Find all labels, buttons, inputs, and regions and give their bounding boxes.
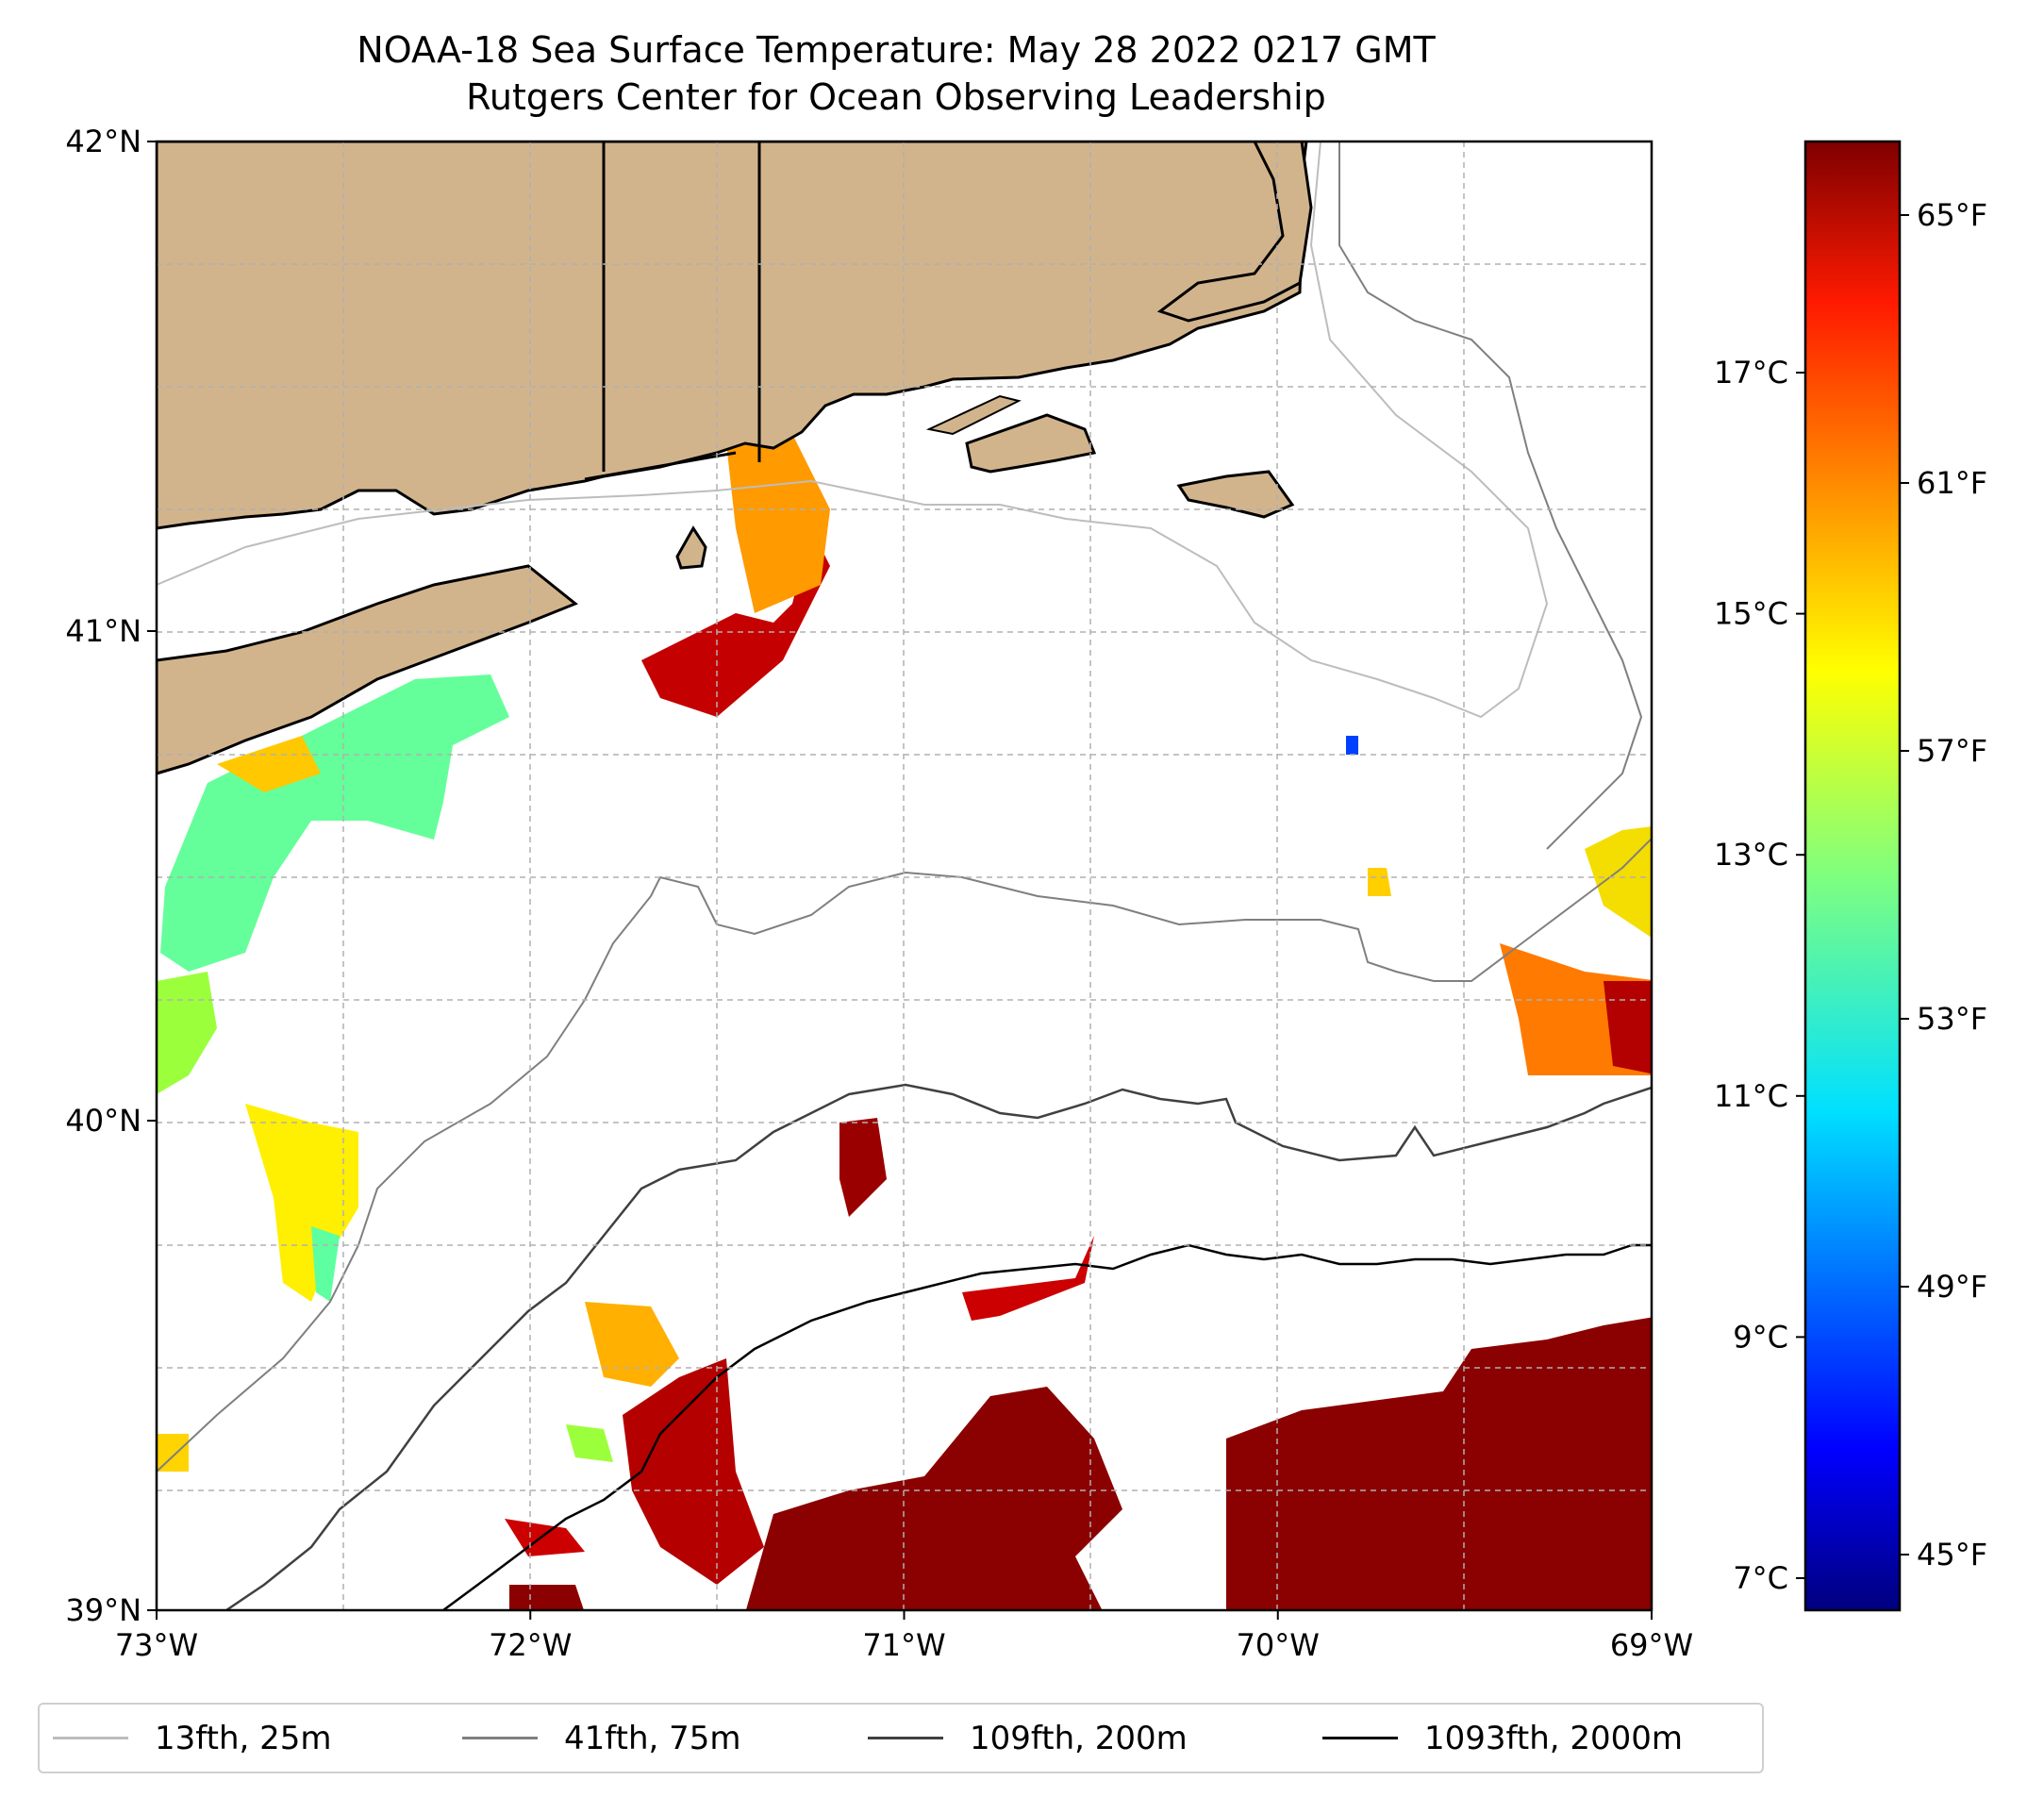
legend-label: 1093fth, 2000m — [1424, 1719, 1684, 1757]
sst-patch-li-yellow — [217, 736, 321, 792]
cape-cod — [1156, 141, 1313, 323]
legend-label: 13fth, 25m — [155, 1719, 332, 1757]
sst-patch-blue-speck1 — [1346, 736, 1358, 755]
legend-item-25m: 13fth, 25m — [53, 1705, 332, 1772]
legend-swatch — [868, 1737, 943, 1739]
celsius-tick-label: 17°C — [1714, 355, 1788, 391]
sst-patch-east-dark — [1604, 981, 1652, 1074]
lon-tick-label: 72°W — [489, 1627, 572, 1663]
fahrenheit-tick-label: 57°F — [1917, 733, 1987, 769]
chart-subtitle: Rutgers Center for Ocean Observing Leade… — [466, 76, 1326, 118]
sst-patch-shelf-orange — [726, 434, 830, 613]
latitude-axis: 39°N 40°N 41°N 42°N — [65, 124, 157, 1628]
celsius-tick-label: 11°C — [1714, 1078, 1788, 1114]
fahrenheit-tick-label: 53°F — [1917, 1001, 1987, 1037]
long-island — [157, 564, 578, 775]
fahrenheit-tick-label: 45°F — [1917, 1537, 1987, 1572]
sst-patch-offshore-cyan — [311, 1226, 340, 1302]
sst-patch-southwest-yellow — [585, 1302, 679, 1387]
sst-data-layer — [157, 434, 1652, 1610]
sst-patch-south-strip — [962, 1236, 1094, 1321]
legend-item-75m: 41fth, 75m — [462, 1705, 741, 1772]
block-island — [675, 525, 707, 570]
fahrenheit-tick-label: 49°F — [1917, 1269, 1987, 1305]
sst-patch-gulfstream-mid — [745, 1387, 1122, 1610]
lat-tick-label: 39°N — [65, 1592, 141, 1628]
legend-swatch — [462, 1737, 538, 1739]
contour-2000m — [442, 1243, 1652, 1610]
fahrenheit-tick-label: 61°F — [1917, 465, 1987, 501]
sst-patch-southwest-green — [566, 1424, 613, 1462]
sst-patch-south-left — [505, 1519, 585, 1556]
state-borders — [584, 141, 761, 481]
chart-title: NOAA-18 Sea Surface Temperature: May 28 … — [357, 29, 1436, 71]
colorbar-celsius-axis: 7°C 9°C 11°C 13°C 15°C 17°C — [1714, 355, 1805, 1596]
sst-patch-speck2 — [1368, 868, 1391, 896]
legend-swatch — [1322, 1737, 1398, 1739]
sst-patch-nj-green — [157, 972, 217, 1094]
elizabeth-islands — [925, 394, 1022, 436]
colorbar — [1803, 140, 1902, 1612]
colorbar-fahrenheit-axis: 45°F 49°F 53°F 57°F 61°F 65°F — [1900, 197, 1987, 1572]
sst-patch-gulfstream-west — [623, 1358, 764, 1585]
celsius-tick-label: 9°C — [1733, 1319, 1788, 1355]
contour-200m — [225, 1083, 1652, 1610]
lat-tick-label: 40°N — [65, 1103, 141, 1139]
sst-patch-slope-warm — [839, 1118, 887, 1217]
legend-item-200m: 109fth, 200m — [868, 1705, 1188, 1772]
new-england-landmass — [157, 141, 1308, 530]
celsius-tick-label: 13°C — [1714, 837, 1788, 873]
lon-tick-label: 69°W — [1610, 1627, 1693, 1663]
contour-75m — [157, 141, 1652, 1473]
sst-patch-bottom-left — [509, 1585, 584, 1610]
longitude-axis: 73°W 72°W 71°W 70°W 69°W — [115, 1610, 1693, 1663]
gridlines — [157, 141, 1652, 1610]
lat-tick-label: 42°N — [65, 124, 141, 159]
legend-label: 41fth, 75m — [564, 1719, 741, 1757]
lon-tick-label: 70°W — [1237, 1627, 1320, 1663]
legend-swatch — [53, 1737, 128, 1739]
legend-label: 109fth, 200m — [970, 1719, 1188, 1757]
land-layer — [157, 141, 1313, 775]
legend: 13fth, 25m 41fth, 75m 109fth, 200m 1093f… — [38, 1703, 1764, 1773]
sst-patch-speck3 — [157, 1434, 189, 1472]
fahrenheit-tick-label: 65°F — [1917, 197, 1987, 233]
lon-tick-label: 71°W — [862, 1627, 945, 1663]
sst-patch-li-nearshore — [160, 674, 509, 972]
marthas-vineyard — [965, 413, 1097, 474]
sst-patch-gulfstream-east — [1226, 1317, 1652, 1610]
celsius-tick-label: 7°C — [1733, 1560, 1788, 1596]
contour-25m — [157, 141, 1549, 719]
celsius-tick-label: 15°C — [1714, 596, 1788, 632]
nantucket — [1176, 470, 1295, 519]
sst-patch-shelf-red — [641, 528, 830, 717]
bathymetry-contours — [157, 141, 1652, 1610]
lon-tick-label: 73°W — [115, 1627, 198, 1663]
lat-tick-label: 41°N — [65, 613, 141, 649]
legend-item-2000m: 1093fth, 2000m — [1322, 1705, 1683, 1772]
